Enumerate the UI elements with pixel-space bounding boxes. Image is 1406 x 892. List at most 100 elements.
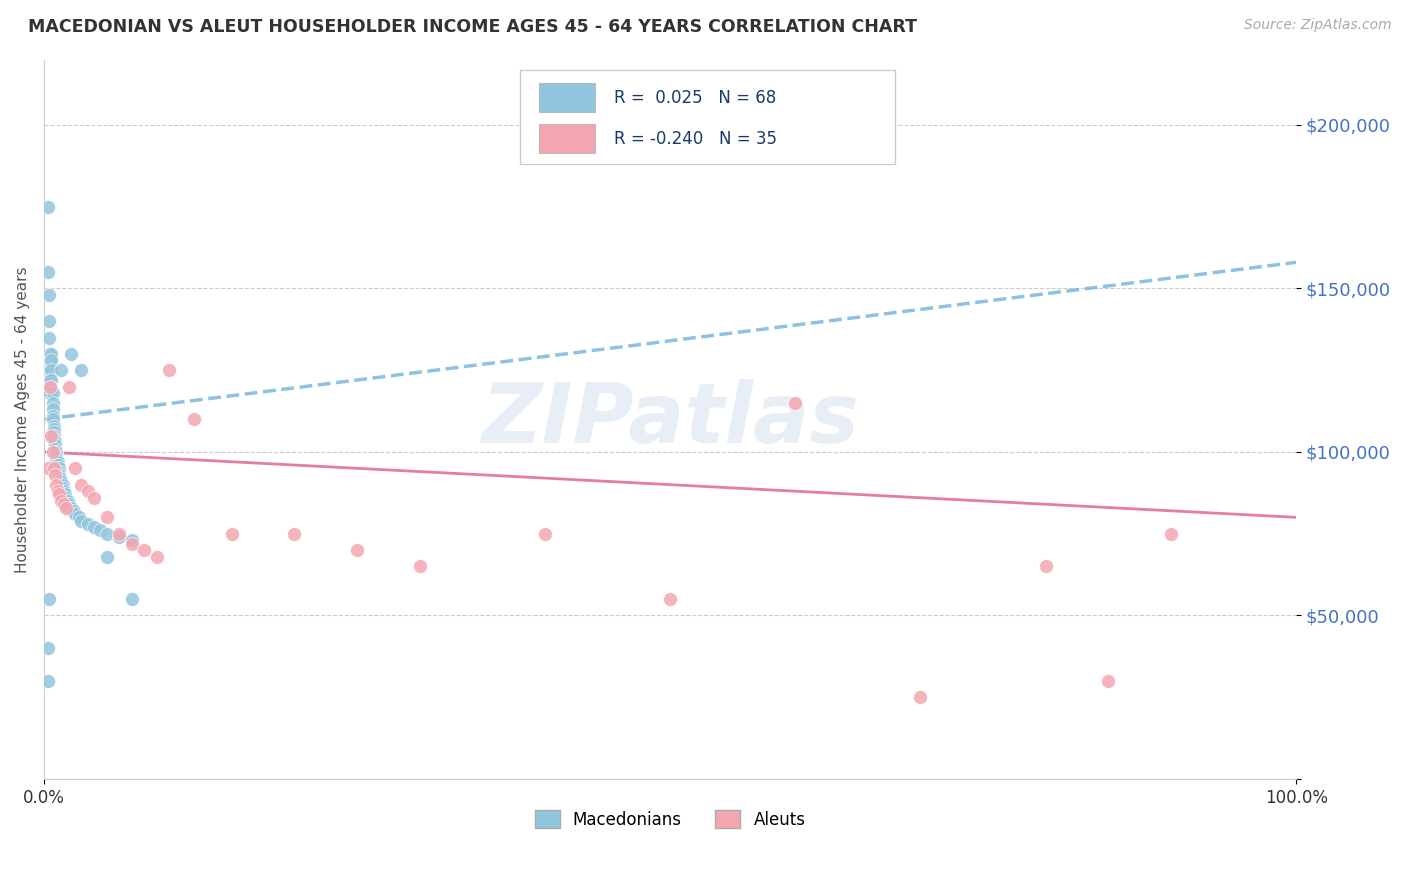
Point (52, 481, 75, 495)
Point (59, 500, 82, 515)
Point (55, 491, 77, 505)
Point (39, 363, 62, 377)
Point (39, 353, 62, 368)
Point (38, 592, 60, 607)
Point (533, 526, 555, 541)
Point (70, 477, 93, 491)
Point (221, 526, 243, 541)
Point (48, 487, 70, 501)
Point (121, 533, 143, 548)
Point (41, 373, 63, 387)
Point (145, 549, 167, 564)
Point (45, 455, 67, 469)
Point (96, 526, 118, 541)
Point (41, 379, 63, 393)
Point (96, 510, 118, 524)
Point (67, 510, 90, 524)
Point (44, 467, 66, 482)
Point (41, 445, 63, 459)
Point (41, 353, 63, 368)
Point (51, 494, 73, 508)
Point (108, 526, 131, 541)
Point (283, 526, 305, 541)
Y-axis label: Householder Income Ages 45 - 64 years: Householder Income Ages 45 - 64 years (15, 266, 30, 573)
Point (55, 500, 77, 515)
Point (41, 396, 63, 410)
Point (44, 445, 66, 459)
Point (346, 543, 368, 558)
Point (37, 641, 59, 656)
Point (52, 484, 75, 499)
Point (51, 363, 73, 377)
Point (56, 494, 79, 508)
Text: R = -0.240   N = 35: R = -0.240 N = 35 (613, 129, 776, 148)
Text: MACEDONIAN VS ALEUT HOUSEHOLDER INCOME AGES 45 - 64 YEARS CORRELATION CHART: MACEDONIAN VS ALEUT HOUSEHOLDER INCOME A… (28, 18, 917, 36)
Text: ZIPatlas: ZIPatlas (481, 379, 859, 459)
Point (42, 428, 65, 442)
Point (48, 465, 70, 479)
Point (41, 363, 63, 377)
Point (42, 418, 65, 433)
Point (46, 455, 69, 469)
Point (63, 504, 86, 518)
Point (52, 497, 75, 511)
Point (42, 432, 65, 446)
FancyBboxPatch shape (538, 83, 595, 112)
Point (45, 448, 67, 462)
Point (58, 379, 80, 393)
Point (42, 422, 65, 436)
Point (52, 477, 75, 491)
Point (37, 673, 59, 688)
Point (39, 379, 62, 393)
Point (41, 428, 63, 442)
Point (408, 559, 430, 574)
Legend: Macedonians, Aleuts: Macedonians, Aleuts (527, 804, 813, 835)
Point (41, 386, 63, 401)
Point (45, 477, 67, 491)
Point (63, 461, 86, 475)
Point (58, 497, 80, 511)
Point (42, 461, 65, 475)
Point (76, 516, 98, 531)
Point (41, 402, 63, 417)
Point (1160, 526, 1182, 541)
Point (37, 200, 59, 214)
Point (70, 363, 93, 377)
Point (49, 475, 72, 489)
Point (45, 445, 67, 459)
Text: Source: ZipAtlas.com: Source: ZipAtlas.com (1244, 18, 1392, 32)
Point (76, 484, 98, 499)
Point (45, 451, 67, 466)
Point (44, 442, 66, 456)
Point (38, 330, 60, 344)
Point (48, 467, 70, 482)
Point (38, 347, 60, 361)
Point (1097, 673, 1119, 688)
Point (41, 412, 63, 426)
Point (46, 484, 69, 499)
Point (70, 514, 93, 528)
Point (37, 265, 59, 279)
Point (42, 425, 65, 440)
Point (157, 363, 180, 377)
Point (39, 373, 62, 387)
Point (785, 396, 807, 410)
Point (39, 386, 62, 401)
Point (63, 507, 86, 521)
Point (121, 536, 143, 550)
Point (1035, 559, 1057, 574)
Point (108, 530, 131, 544)
Point (51, 475, 73, 489)
Point (60, 347, 83, 361)
Text: R =  0.025   N = 68: R = 0.025 N = 68 (613, 88, 776, 107)
Point (910, 690, 932, 705)
Point (41, 409, 63, 423)
Point (46, 458, 69, 472)
FancyBboxPatch shape (538, 124, 595, 153)
Point (49, 471, 72, 485)
Point (38, 288, 60, 302)
Point (183, 412, 205, 426)
Point (38, 314, 60, 328)
Point (60, 500, 83, 515)
Point (44, 435, 66, 450)
